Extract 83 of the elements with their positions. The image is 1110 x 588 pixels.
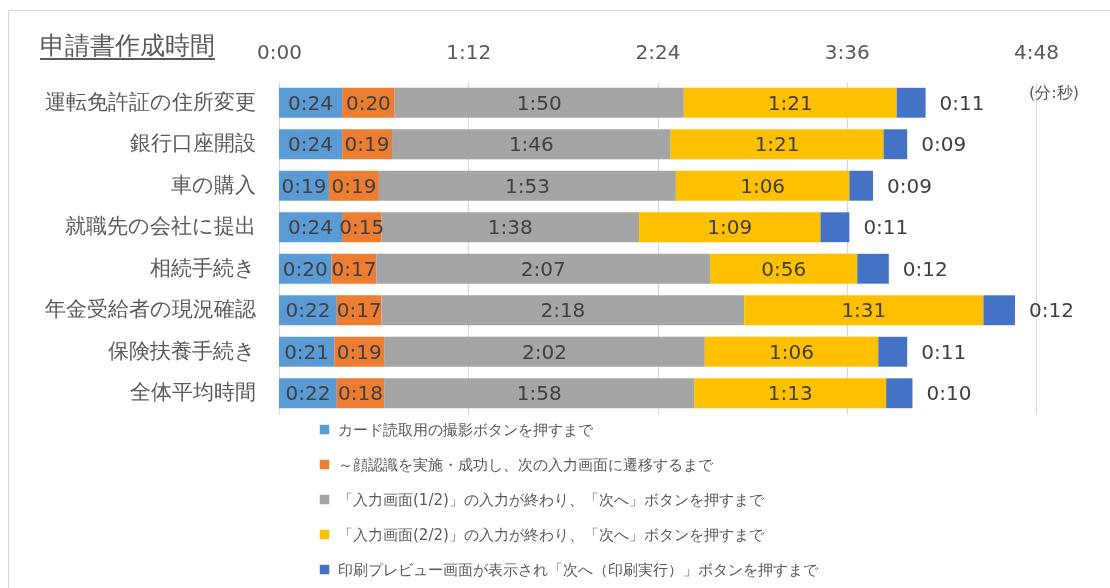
annotation: (分:秒): [1029, 83, 1079, 102]
y-tick-label: 相続手続き: [149, 255, 256, 280]
data-label: 1:58: [516, 381, 562, 406]
data-label: 1:13: [767, 381, 813, 406]
bar: [849, 170, 874, 201]
bar: [744, 295, 984, 326]
data-label: 1:31: [841, 298, 887, 323]
data-label: 0:17: [336, 298, 382, 323]
data-label: 0:19: [336, 339, 382, 364]
x-tick-label: 2:24: [635, 39, 681, 64]
data-label: 2:02: [522, 339, 567, 364]
bar: [384, 378, 695, 409]
data-label: 0:17: [331, 256, 377, 281]
data-label: 0:24: [288, 215, 333, 240]
bar: [392, 129, 671, 160]
data-label: 2:18: [540, 298, 586, 323]
bar: [710, 253, 858, 284]
bar: [376, 253, 711, 284]
data-label: 0:22: [285, 381, 331, 406]
legend-label: 「入力画面(1/2)」の入力が終わり、「次へ」ボタンを押すまで: [338, 490, 765, 509]
bar: [394, 87, 684, 118]
data-label: 0:12: [1028, 298, 1074, 323]
data-label: 1:21: [767, 90, 813, 115]
bar: [896, 87, 926, 118]
bar: [820, 212, 850, 243]
bar: [381, 212, 640, 243]
data-label: 0:19: [344, 132, 390, 157]
bar: [384, 336, 705, 367]
bar: [381, 295, 745, 326]
data-label: 1:46: [508, 132, 554, 157]
bar: [886, 378, 913, 409]
data-label: 2:07: [520, 256, 566, 281]
data-label: 0:24: [288, 132, 333, 157]
data-label: 0:24: [288, 90, 333, 115]
y-tick-label: 銀行口座開設: [129, 131, 256, 156]
data-label: 1:53: [504, 173, 550, 198]
legend-label: 「入力画面(2/2)」の入力が終わり、「次へ」ボタンを押すまで: [338, 525, 765, 544]
bar: [883, 129, 908, 160]
x-tick-label: 4:48: [1014, 39, 1059, 64]
legend-label: 印刷プレビュー画面が表示され「次へ（印刷実行）」ボタンを押すまで: [338, 560, 819, 579]
bar: [878, 336, 908, 367]
data-label: 1:09: [707, 215, 753, 240]
y-tick-label: 全体平均時間: [129, 380, 256, 405]
data-label: 0:10: [926, 381, 972, 406]
data-label: 0:19: [281, 173, 327, 198]
data-label: 1:21: [754, 132, 800, 157]
data-label: 0:12: [902, 256, 948, 281]
x-tick-label: 3:36: [824, 39, 870, 64]
data-label: 1:38: [487, 215, 533, 240]
x-tick-label: 0:00: [257, 39, 302, 64]
data-label: 0:20: [282, 256, 328, 281]
bar: [704, 336, 879, 367]
x-tick-label: 1:12: [446, 39, 492, 64]
data-label: 0:56: [761, 256, 807, 281]
data-label: 0:18: [338, 381, 383, 406]
data-label: 0:11: [863, 215, 909, 240]
y-tick-label: 車の購入: [170, 172, 256, 197]
legend-label: カード読取用の撮影ボタンを押すまで: [338, 420, 594, 439]
bar: [683, 87, 897, 118]
legend-label: ～顔認識を実施・成功し、次の入力画面に遷移するまで: [338, 455, 714, 474]
data-label: 0:09: [921, 132, 967, 157]
data-label: 1:50: [516, 90, 562, 115]
bar: [694, 378, 887, 409]
bar: [378, 170, 676, 201]
y-tick-label: 就職先の会社に提出: [64, 214, 256, 239]
data-label: 0:11: [939, 90, 985, 115]
data-label: 0:09: [887, 173, 932, 198]
y-tick-label: 年金受給者の現況確認: [44, 297, 256, 322]
data-label: 0:19: [331, 173, 377, 198]
bar: [857, 253, 889, 284]
data-label: 0:21: [284, 339, 330, 364]
chart-title: 申請書作成時間: [40, 31, 215, 61]
bar: [670, 129, 884, 160]
data-label: 1:06: [769, 339, 815, 364]
data-label: 0:22: [285, 298, 331, 323]
data-label: 0:20: [345, 90, 391, 115]
y-tick-label: 保険扶養手続き: [107, 338, 256, 363]
bar: [983, 295, 1015, 326]
data-label: 1:06: [740, 173, 786, 198]
y-tick-label: 運転免許証の住所変更: [44, 89, 256, 114]
data-label: 0:11: [921, 339, 967, 364]
bar: [639, 212, 821, 243]
bar: [675, 170, 850, 201]
